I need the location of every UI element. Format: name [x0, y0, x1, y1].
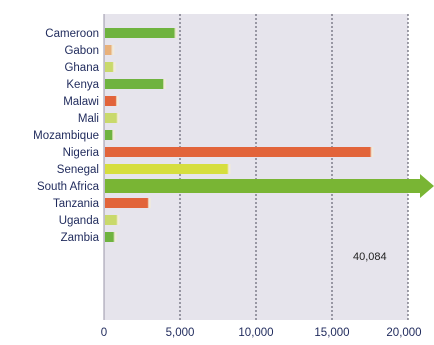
- category-label-nigeria: Nigeria: [63, 147, 100, 159]
- bar-edge-nigeria: [370, 147, 374, 157]
- bar-cameroon: [105, 28, 176, 38]
- bar-tanzania: [105, 198, 149, 208]
- bar-nigeria: [105, 147, 372, 157]
- bar-kenya: [105, 79, 165, 89]
- bar-edge-ghana: [112, 62, 116, 72]
- bar-edge-mali: [116, 113, 120, 123]
- category-label-uganda: Uganda: [59, 215, 100, 227]
- bar-edge-kenya: [163, 79, 167, 89]
- x-tick-label-4: 20,000: [386, 327, 421, 339]
- category-label-malawi: Malawi: [63, 96, 99, 108]
- bar-zambia: [105, 232, 115, 242]
- category-label-cameroon: Cameroon: [45, 28, 99, 40]
- category-label-mali: Mali: [78, 113, 99, 125]
- category-label-zambia: Zambia: [61, 232, 100, 244]
- bar-edge-uganda: [116, 215, 120, 225]
- bar-edge-cameroon: [174, 28, 178, 38]
- bar-edge-zambia: [113, 232, 117, 242]
- x-tick-labels: 0 5,000 10,000 15,000 20,000: [101, 327, 422, 339]
- category-label-ghana: Ghana: [64, 62, 99, 74]
- bar-ghana: [105, 62, 114, 72]
- bar-gabon: [105, 45, 113, 55]
- bar-edge-gabon: [111, 45, 115, 55]
- category-labels: Cameroon Gabon Ghana Kenya Malawi Mali Mozambi…: [33, 28, 99, 244]
- bars: [105, 28, 434, 242]
- bar-mali: [105, 113, 118, 123]
- category-label-kenya: Kenya: [66, 79, 99, 91]
- x-tick-label-1: 5,000: [166, 327, 195, 339]
- bar-uganda: [105, 215, 118, 225]
- x-tick-label-0: 0: [101, 327, 107, 339]
- category-label-tanzania: Tanzania: [53, 198, 100, 210]
- bar-malawi: [105, 96, 117, 106]
- category-label-senegal: Senegal: [57, 164, 99, 176]
- bar-edge-senegal: [227, 164, 231, 174]
- bar-south-africa: [105, 174, 434, 198]
- x-tick-label-3: 15,000: [314, 327, 349, 339]
- bar-senegal: [105, 164, 229, 174]
- bar-edge-tanzania: [147, 198, 151, 208]
- bar-edge-mozambique: [112, 130, 116, 140]
- bar-mozambique: [105, 130, 114, 140]
- category-label-gabon: Gabon: [64, 45, 99, 57]
- x-tick-label-2: 10,000: [238, 327, 273, 339]
- data-label-south-africa: 40,084: [353, 251, 387, 263]
- category-label-mozambique: Mozambique: [33, 130, 99, 142]
- bar-edge-malawi: [115, 96, 119, 106]
- category-label-south-africa: South Africa: [37, 181, 100, 193]
